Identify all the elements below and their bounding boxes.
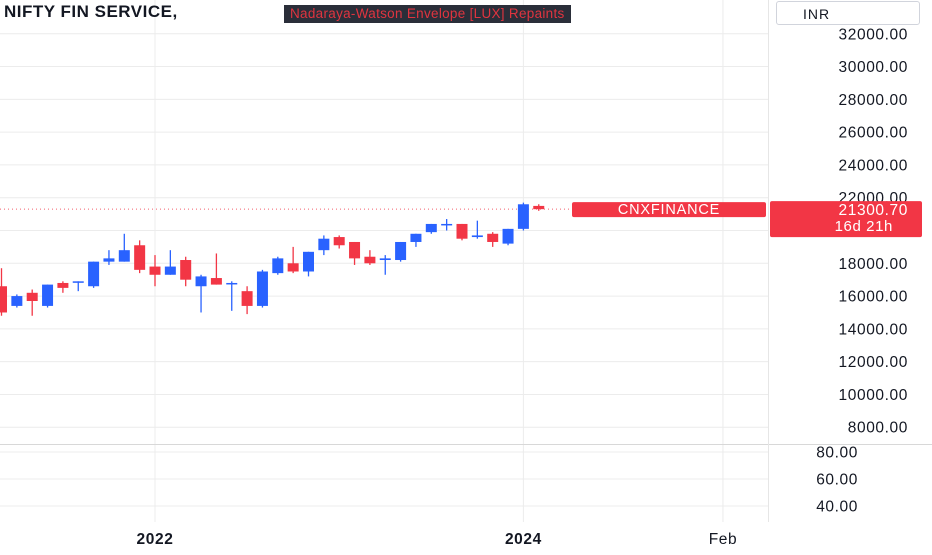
candle-body[interactable] <box>88 261 100 287</box>
candle-body[interactable] <box>471 235 483 238</box>
price-tick-label: 26000.00 <box>839 125 908 142</box>
candle-body[interactable] <box>395 241 407 261</box>
candle-body[interactable] <box>26 292 38 301</box>
candle-body[interactable] <box>364 256 376 264</box>
candle-body[interactable] <box>410 233 422 242</box>
candle-body[interactable] <box>287 263 299 272</box>
candle-body[interactable] <box>487 233 499 242</box>
candle-body[interactable] <box>134 245 146 270</box>
candle-body[interactable] <box>379 258 391 261</box>
candle-body[interactable] <box>57 282 69 288</box>
price-tick-label: 28000.00 <box>839 92 908 109</box>
candle-body[interactable] <box>256 271 268 306</box>
candle-body[interactable] <box>0 286 7 313</box>
countdown-label: 16d 21h <box>835 218 893 235</box>
candle-body[interactable] <box>11 296 23 306</box>
price-tick-label: 10000.00 <box>839 387 908 404</box>
indicator-title[interactable]: Nadaraya-Watson Envelope [LUX] Repaints <box>284 5 571 23</box>
candle-body[interactable] <box>318 238 330 251</box>
price-tick-label: 32000.00 <box>839 26 908 43</box>
candle-body[interactable] <box>118 250 130 262</box>
last-price-box[interactable] <box>770 201 922 238</box>
candle-body[interactable] <box>441 223 453 226</box>
candle-body[interactable] <box>241 291 253 306</box>
candle-body[interactable] <box>349 241 361 259</box>
candle-body[interactable] <box>180 260 192 280</box>
candle-body[interactable] <box>210 278 222 285</box>
indicator-tick-label: 40.00 <box>816 499 858 516</box>
candle-body[interactable] <box>303 251 314 272</box>
time-tick-label: 2022 <box>137 531 174 548</box>
candle-body[interactable] <box>502 228 514 244</box>
time-tick-label: Feb <box>709 531 738 548</box>
candle-body[interactable] <box>195 276 207 287</box>
candle-body[interactable] <box>42 284 54 306</box>
last-price-label: 21300.70 <box>839 202 908 219</box>
symbol-tag-bg <box>572 202 766 218</box>
candle-body[interactable] <box>333 237 345 246</box>
candle-body[interactable] <box>425 223 437 233</box>
indicator-tick-label: 60.00 <box>816 472 858 489</box>
price-tick-label: 18000.00 <box>839 256 908 273</box>
price-tick-label: 8000.00 <box>848 420 908 437</box>
candle-body[interactable] <box>517 204 529 229</box>
price-tick-label: 16000.00 <box>839 289 908 306</box>
price-tick-label: 12000.00 <box>839 354 908 371</box>
price-tick-label: 14000.00 <box>839 321 908 338</box>
symbol-tag-label: CNXFINANCE <box>618 202 720 218</box>
candle-body[interactable] <box>164 266 176 275</box>
candle-body[interactable] <box>533 205 545 210</box>
currency-label: INR <box>803 6 831 22</box>
indicator-tick-label: 80.00 <box>816 445 858 462</box>
symbol-title: NIFTY FIN SERVICE, <box>4 2 178 21</box>
candle-body[interactable] <box>103 258 115 262</box>
candle-body[interactable] <box>72 281 84 283</box>
candle-body[interactable] <box>226 282 238 285</box>
currency-selector[interactable]: INR <box>776 1 920 25</box>
price-tick-label: 24000.00 <box>839 157 908 174</box>
candle-body[interactable] <box>149 266 161 275</box>
candle-body[interactable] <box>456 223 468 239</box>
time-tick-label: 2024 <box>505 531 542 548</box>
candle-body[interactable] <box>272 258 284 274</box>
price-tick-label: 30000.00 <box>839 59 908 76</box>
